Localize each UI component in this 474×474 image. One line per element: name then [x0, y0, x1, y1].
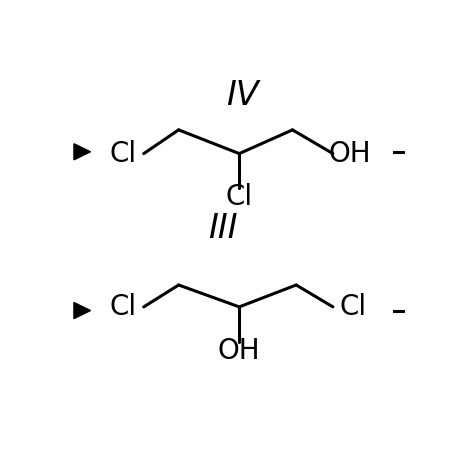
- Text: OH: OH: [328, 140, 371, 168]
- Polygon shape: [74, 144, 91, 160]
- Text: III: III: [208, 212, 237, 245]
- Polygon shape: [74, 302, 91, 319]
- Text: Cl: Cl: [226, 183, 253, 211]
- Text: Cl: Cl: [110, 140, 137, 168]
- Text: Cl: Cl: [339, 293, 367, 321]
- Text: OH: OH: [218, 337, 261, 365]
- Text: IV: IV: [227, 79, 259, 112]
- Text: Cl: Cl: [110, 293, 137, 321]
